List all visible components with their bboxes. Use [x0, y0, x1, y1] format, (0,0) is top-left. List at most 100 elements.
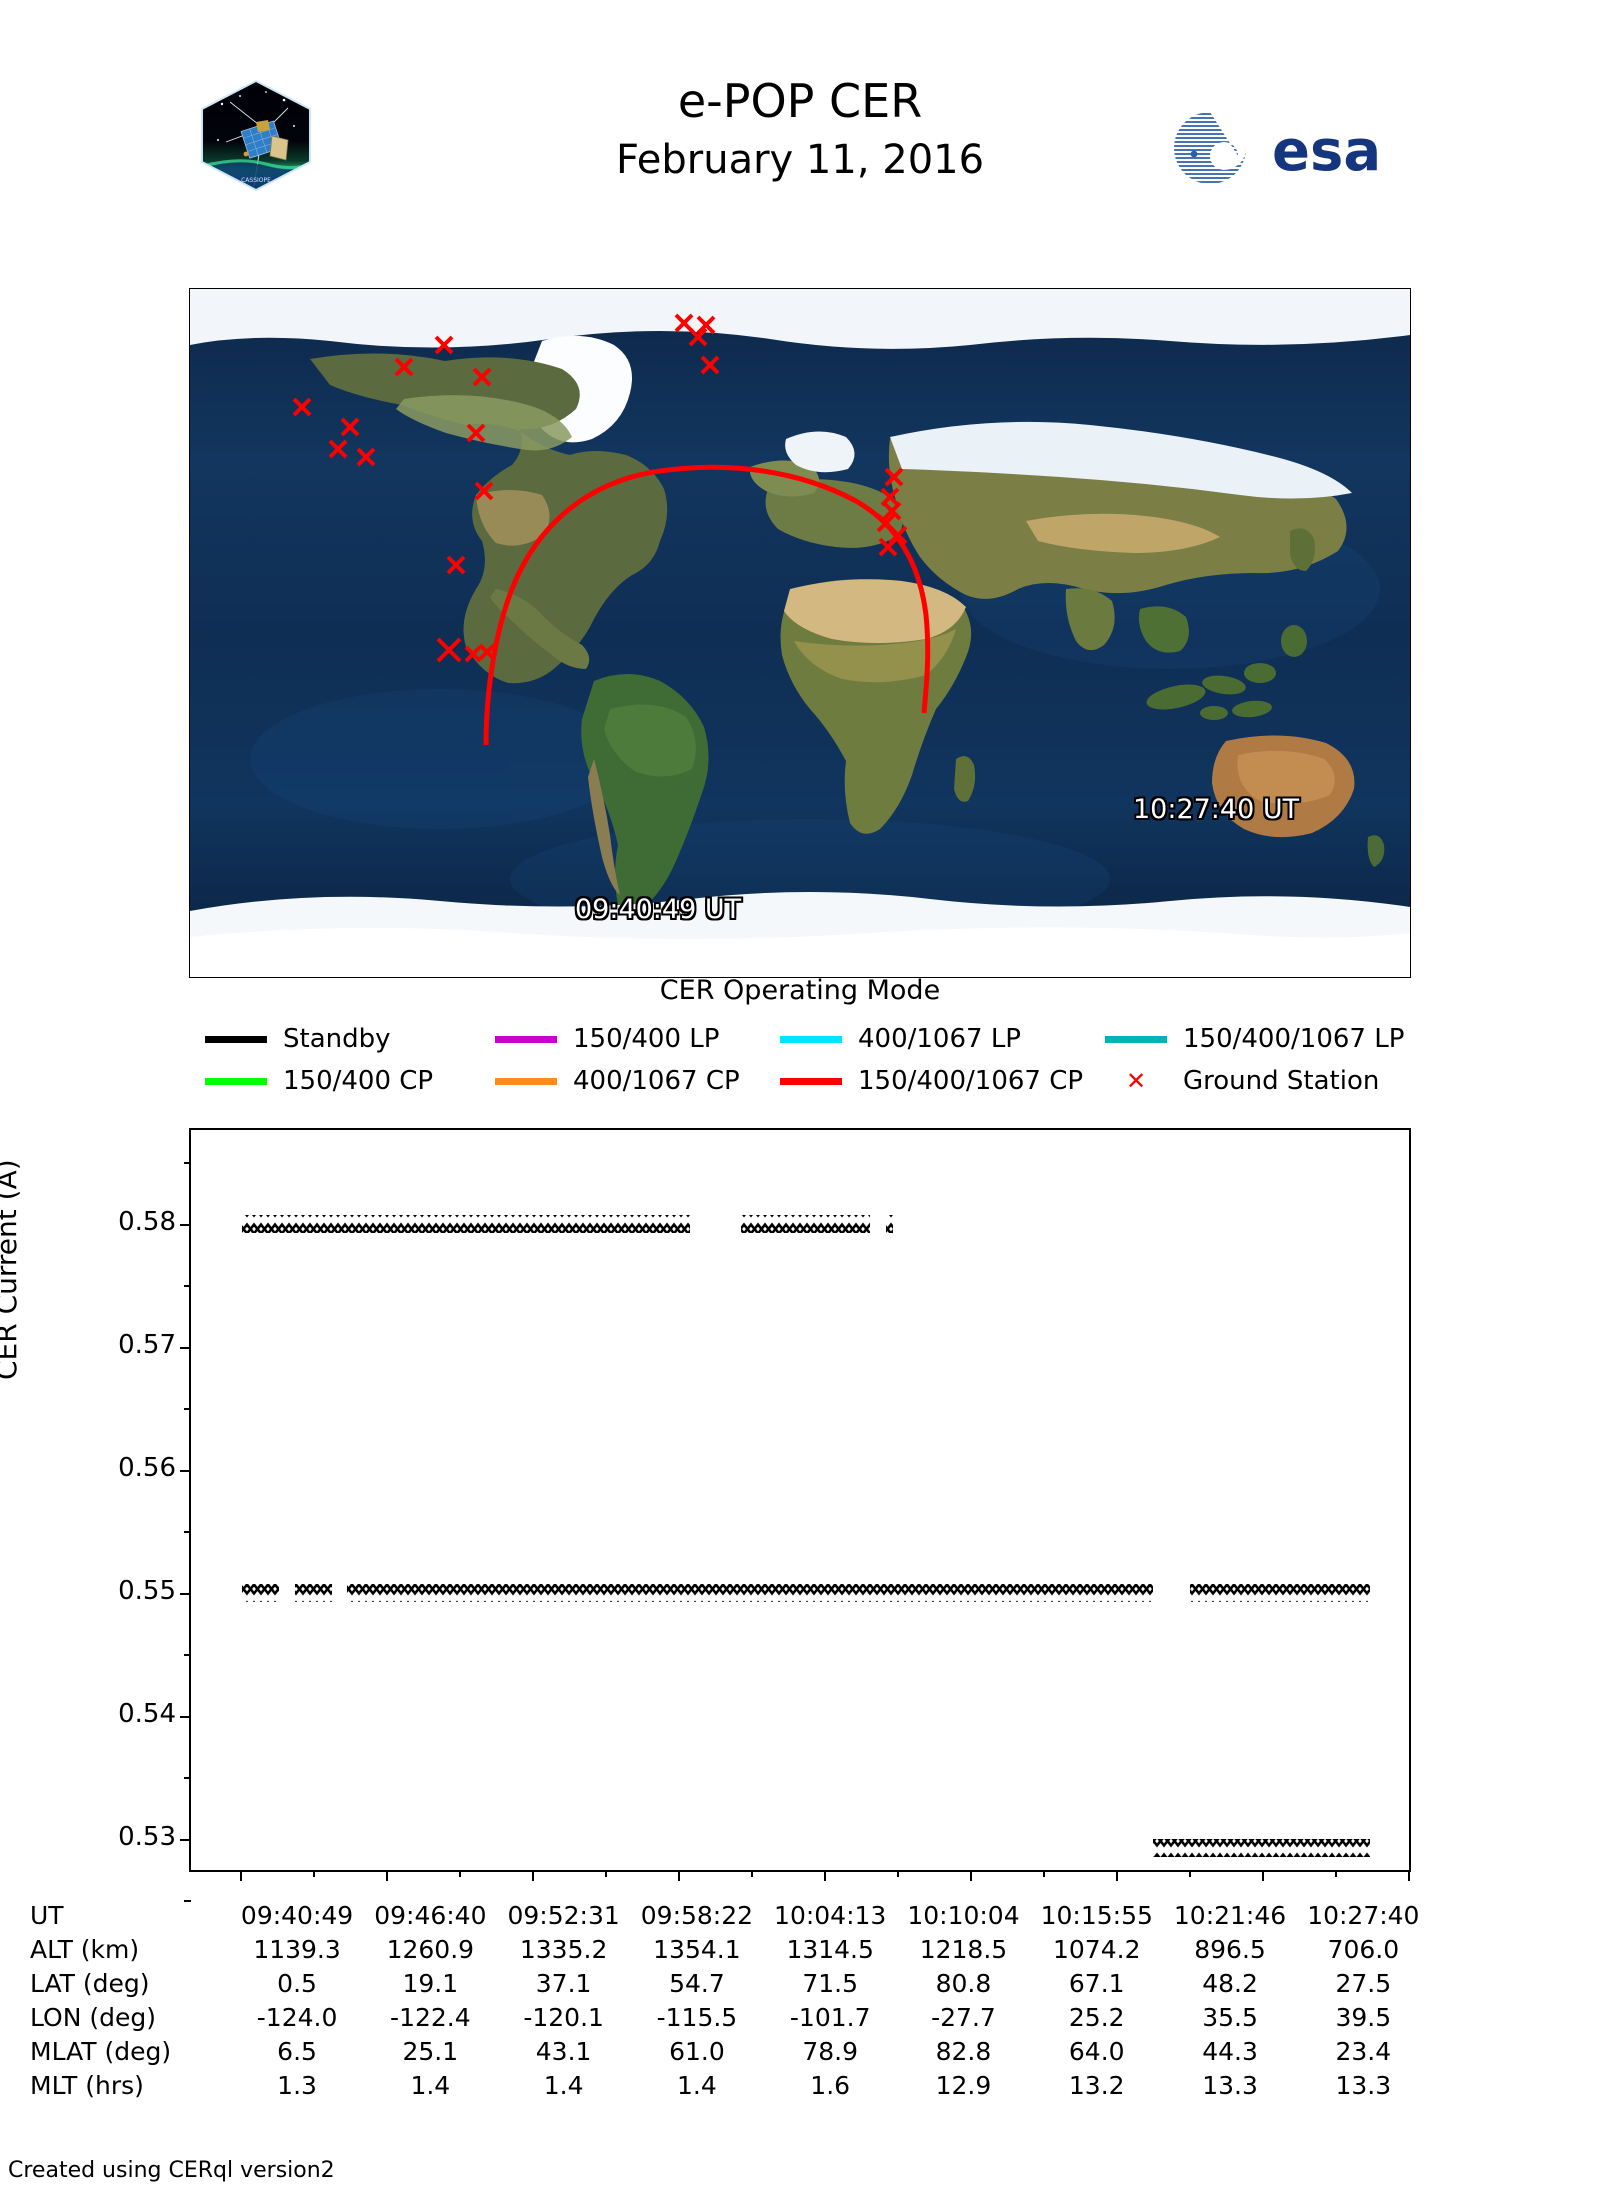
- y-tick-0.56: [180, 1470, 191, 1472]
- x-tick-minor: [897, 1870, 899, 1877]
- data-band-0555-c: [347, 1584, 1153, 1602]
- cell-lat-1: 19.1: [402, 1968, 459, 1998]
- cell-lon-2: -120.1: [523, 2002, 604, 2032]
- cell-lon-3: -115.5: [656, 2002, 738, 2032]
- legend-row-1: Standby 150/400 LP 400/1067 LP 150/400/1…: [205, 1018, 1435, 1060]
- legend-item-standby[interactable]: Standby: [205, 1024, 495, 1054]
- cassiope-logo-caption: CASSIOPE: [241, 177, 271, 184]
- x-tick-7: [1262, 1870, 1264, 1881]
- cell-ut-1: 09:46:40: [374, 1900, 487, 1930]
- legend-swatch-400-1067-cp: [495, 1077, 557, 1085]
- legend-item-150-400-1067-cp[interactable]: 150/400/1067 CP: [780, 1066, 1105, 1096]
- data-band-0581-a: [242, 1215, 690, 1233]
- legend-swatch-150-400-1067-cp: [780, 1077, 842, 1085]
- cell-mlt-4: 1.6: [810, 2070, 851, 2100]
- page-header: CASSIOPE e-POP CER February 11, 2016: [0, 0, 1600, 200]
- row-label-mlat: MLAT (deg): [30, 2036, 172, 2066]
- x-tick-8: [1408, 1870, 1410, 1881]
- cell-lat-3: 54.7: [669, 1968, 725, 1998]
- cell-mlat-1: 25.1: [402, 2036, 459, 2066]
- legend-item-ground-station[interactable]: ✕ Ground Station: [1105, 1066, 1379, 1096]
- y-tick-0.54: [180, 1716, 191, 1718]
- cell-mlt-3: 1.4: [677, 2070, 717, 2100]
- legend-label-150-400-cp: 150/400 CP: [283, 1066, 434, 1096]
- row-label-alt: ALT (km): [30, 1934, 140, 1964]
- ground-track: [483, 464, 931, 746]
- ephemeris-table-grid: UT 09:40:49 09:46:40 09:52:31 09:58:22 1…: [30, 1898, 1430, 2102]
- legend-swatch-400-1067-lp: [780, 1035, 842, 1043]
- y-tick-0.53: [180, 1839, 191, 1841]
- cell-lon-7: 35.5: [1202, 2002, 1258, 2032]
- cell-ut-5: 10:10:04: [907, 1900, 1020, 1930]
- row-label-mlt: MLT (hrs): [30, 2070, 144, 2100]
- legend-label-150-400-1067-cp: 150/400/1067 CP: [858, 1066, 1084, 1096]
- cell-mlat-8: 23.4: [1335, 2036, 1392, 2066]
- x-tick-minor: [1043, 1870, 1045, 1877]
- cell-mlat-5: 82.8: [935, 2036, 992, 2066]
- x-tick-minor: [1189, 1870, 1191, 1877]
- x-tick-minor: [1335, 1870, 1337, 1877]
- cell-lat-0: 0.5: [277, 1968, 317, 1998]
- y-tick-minor: [184, 1654, 191, 1656]
- cell-alt-4: 1314.5: [786, 1934, 874, 1964]
- cer-current-plot[interactable]: [180, 1128, 1411, 1902]
- cell-lon-0: -124.0: [256, 2002, 338, 2032]
- cell-alt-0: 1139.3: [253, 1934, 341, 1964]
- y-tick-label-0.58: 0.58: [118, 1207, 176, 1237]
- x-tick-4: [824, 1870, 826, 1881]
- legend-swatch-150-400-lp: [495, 1035, 557, 1043]
- cell-alt-5: 1218.5: [919, 1934, 1008, 1964]
- cell-mlt-7: 13.3: [1202, 2070, 1258, 2100]
- y-tick-0.58: [180, 1224, 191, 1226]
- cell-lon-5: -27.7: [931, 2002, 996, 2032]
- y-tick-minor: [184, 1900, 191, 1902]
- cell-ut-0: 09:40:49: [240, 1900, 354, 1930]
- cell-lon-8: 39.5: [1335, 2002, 1392, 2032]
- legend-item-150-400-1067-lp[interactable]: 150/400/1067 LP: [1105, 1024, 1404, 1054]
- x-tick-5: [970, 1870, 972, 1881]
- map-graphic: [190, 289, 1410, 977]
- ephemeris-table: UT 09:40:49 09:46:40 09:52:31 09:58:22 1…: [30, 1898, 1590, 2102]
- legend-item-400-1067-lp[interactable]: 400/1067 LP: [780, 1024, 1105, 1054]
- cell-lon-6: 25.2: [1068, 2002, 1125, 2032]
- y-tick-label-0.55: 0.55: [118, 1576, 176, 1606]
- x-tick-3: [678, 1870, 680, 1881]
- legend-item-150-400-lp[interactable]: 150/400 LP: [495, 1024, 780, 1054]
- cell-mlt-6: 13.2: [1068, 2070, 1125, 2100]
- cell-mlat-3: 61.0: [669, 2036, 725, 2066]
- cell-lat-5: 80.8: [935, 1968, 992, 1998]
- cell-alt-8: 706.0: [1327, 1934, 1400, 1964]
- map-end-time-label: 10:27:40 UT: [1133, 794, 1300, 825]
- page-date: February 11, 2016: [615, 137, 985, 183]
- cell-ut-2: 09:52:31: [507, 1900, 620, 1930]
- legend-item-150-400-cp[interactable]: 150/400 CP: [205, 1066, 495, 1096]
- y-tick-minor: [184, 1408, 191, 1410]
- legend-label-400-1067-cp: 400/1067 CP: [573, 1066, 740, 1096]
- cell-ut-7: 10:21:46: [1173, 1900, 1287, 1930]
- legend-label-400-1067-lp: 400/1067 LP: [858, 1024, 1021, 1054]
- y-tick-minor: [184, 1777, 191, 1779]
- x-tick-minor: [751, 1870, 753, 1877]
- cell-lat-7: 48.2: [1202, 1968, 1258, 1998]
- cell-lat-2: 37.1: [535, 1968, 592, 1998]
- cell-ut-3: 09:58:22: [640, 1900, 754, 1930]
- y-tick-label-0.56: 0.56: [118, 1453, 176, 1483]
- data-band-0555-d: [1190, 1584, 1370, 1602]
- table-row-mlt: MLT (hrs) 1.3 1.4 1.4 1.4 1.6 12.9 13.2 …: [30, 2068, 1430, 2102]
- legend-item-400-1067-cp[interactable]: 400/1067 CP: [495, 1066, 780, 1096]
- cell-mlt-1: 1.4: [410, 2070, 451, 2100]
- cell-alt-1: 1260.9: [386, 1934, 475, 1964]
- esa-logo: esa: [1168, 108, 1448, 188]
- scatter-data: [242, 1215, 1370, 1857]
- y-tick-label-0.57: 0.57: [118, 1330, 176, 1360]
- legend-label-150-400-1067-lp: 150/400/1067 LP: [1183, 1024, 1405, 1054]
- cell-ut-4: 10:04:13: [774, 1900, 887, 1930]
- ground-station-markers: [292, 313, 908, 663]
- cell-mlt-8: 13.3: [1335, 2070, 1392, 2100]
- ground-station-icon: ✕: [1125, 1067, 1147, 1095]
- cell-ut-8: 10:27:40: [1307, 1900, 1420, 1930]
- row-label-lon: LON (deg): [30, 2002, 156, 2032]
- data-band-0555-b: [295, 1584, 332, 1602]
- legend: Standby 150/400 LP 400/1067 LP 150/400/1…: [205, 1018, 1435, 1102]
- legend-label-ground-station: Ground Station: [1183, 1066, 1380, 1096]
